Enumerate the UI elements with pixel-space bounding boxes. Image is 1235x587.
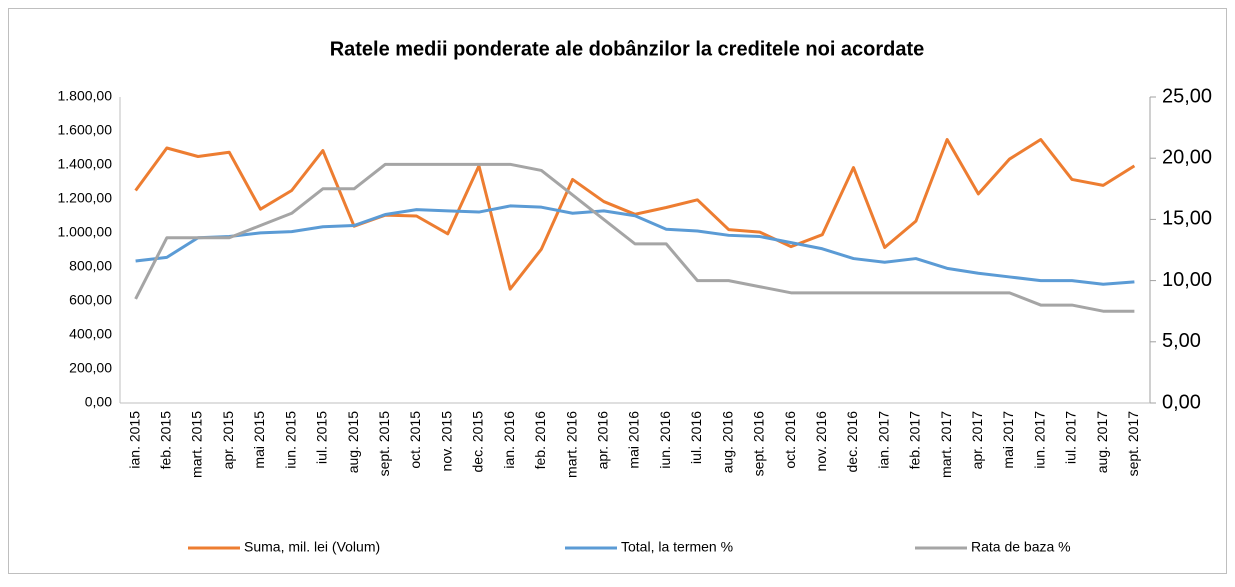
x-tick-label: mai 2016 — [626, 411, 642, 469]
y-tick-label: 1.000,00 — [58, 224, 113, 240]
x-tick-label: nov. 2016 — [813, 411, 829, 472]
x-tick-label: ian. 2017 — [875, 411, 891, 469]
legend-label: Rata de baza % — [971, 539, 1071, 555]
x-tick-label: ian. 2016 — [501, 411, 517, 469]
y2-tick-label: 0,00 — [1162, 391, 1201, 413]
y-tick-label: 1.200,00 — [58, 190, 113, 206]
x-tick-label: mai 2015 — [251, 411, 267, 469]
x-tick-label: nov. 2015 — [438, 411, 454, 472]
x-tick-label: feb. 2017 — [907, 411, 923, 470]
x-tick-label: aug. 2015 — [345, 411, 361, 473]
series-line — [135, 204, 1135, 286]
y-tick-label: 1.400,00 — [58, 156, 113, 172]
x-tick-label: oct. 2016 — [782, 411, 798, 469]
x-tick-label: apr. 2017 — [969, 411, 985, 470]
x-tick-label: ian. 2015 — [126, 411, 142, 469]
y-tick-label: 200,00 — [69, 360, 112, 376]
chart-border — [8, 8, 1227, 574]
x-tick-label: dec. 2016 — [844, 411, 860, 473]
y2-tick-label: 25,00 — [1162, 85, 1212, 107]
x-tick-label: apr. 2015 — [220, 411, 236, 470]
x-tick-label: feb. 2015 — [158, 411, 174, 470]
y-tick-label: 1.800,00 — [58, 88, 113, 104]
x-tick-label: sept. 2017 — [1125, 411, 1141, 477]
x-tick-label: iul. 2017 — [1063, 411, 1079, 464]
x-tick-label: aug. 2016 — [719, 411, 735, 473]
legend-label: Total, la termen % — [621, 539, 733, 555]
x-tick-label: apr. 2016 — [594, 411, 610, 470]
x-tick-label: sept. 2016 — [751, 411, 767, 477]
y-tick-label: 400,00 — [69, 326, 112, 342]
y2-tick-label: 15,00 — [1162, 208, 1212, 230]
x-tick-label: iul. 2016 — [688, 411, 704, 464]
x-tick-label: oct. 2015 — [407, 411, 423, 469]
series-line — [134, 162, 1135, 313]
x-tick-label: mart. 2016 — [563, 411, 579, 478]
y-tick-label: 0,00 — [85, 394, 112, 410]
x-tick-label: dec. 2015 — [470, 411, 486, 473]
x-tick-label: mai 2017 — [1000, 411, 1016, 469]
y2-tick-label: 5,00 — [1162, 330, 1201, 352]
y-tick-label: 1.600,00 — [58, 122, 113, 138]
y-tick-label: 800,00 — [69, 258, 112, 274]
legend-label: Suma, mil. lei (Volum) — [244, 539, 380, 555]
chart-title: Ratele medii ponderate ale dobânzilor la… — [330, 38, 925, 60]
y2-tick-label: 20,00 — [1162, 146, 1212, 168]
x-tick-label: aug. 2017 — [1094, 411, 1110, 473]
x-tick-label: feb. 2016 — [532, 411, 548, 470]
x-tick-label: iul. 2015 — [314, 411, 330, 464]
x-tick-label: iun. 2015 — [282, 411, 298, 469]
x-tick-label: iun. 2016 — [657, 411, 673, 469]
x-tick-label: iun. 2017 — [1031, 411, 1047, 469]
y-tick-label: 600,00 — [69, 292, 112, 308]
x-tick-label: mart. 2015 — [189, 411, 205, 478]
y2-tick-label: 10,00 — [1162, 269, 1212, 291]
x-tick-label: sept. 2015 — [376, 411, 392, 477]
x-tick-label: mart. 2017 — [938, 411, 954, 478]
